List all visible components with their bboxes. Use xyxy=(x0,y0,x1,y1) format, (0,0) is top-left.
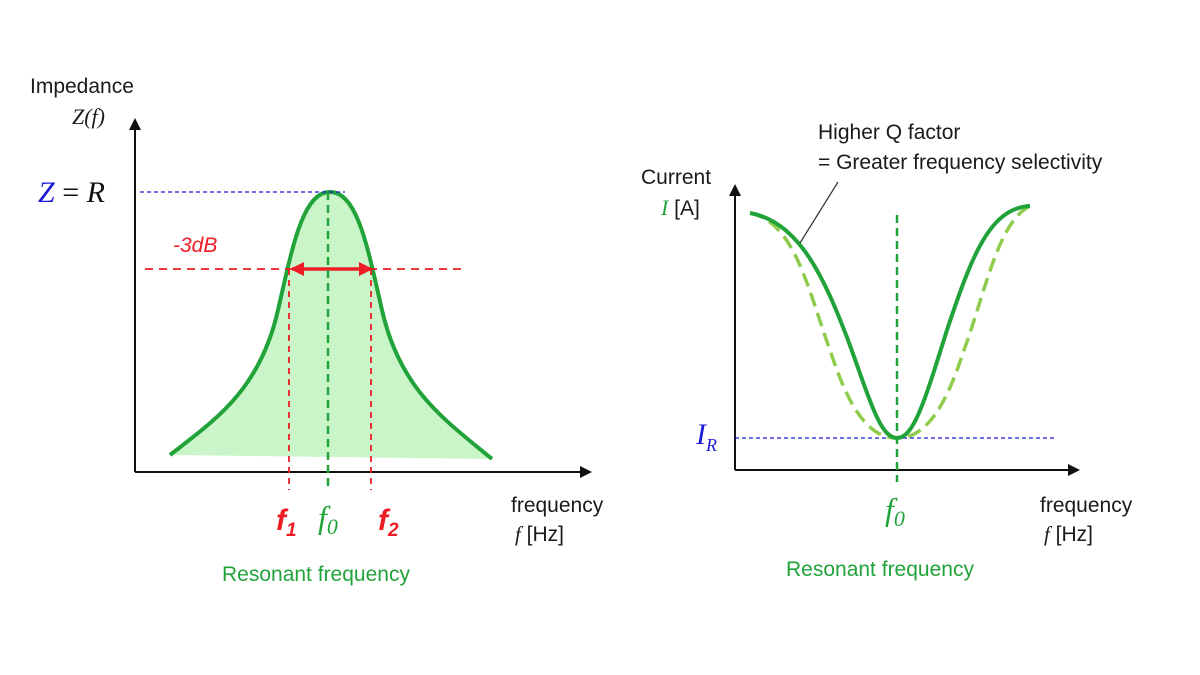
q-annotation-line2: = Greater frequency selectivity xyxy=(818,151,1103,174)
impedance-curve-fill xyxy=(170,192,492,459)
f1-label: f1 xyxy=(276,504,297,541)
impedance-axis-title: Impedance xyxy=(30,75,134,98)
minus-3db-label: -3dB xyxy=(173,234,217,257)
annotation-pointer xyxy=(799,181,839,244)
high-q-current-curve xyxy=(749,204,1031,440)
impedance-caption: Resonant frequency xyxy=(222,563,410,586)
q-annotation-line1: Higher Q factor xyxy=(818,121,960,144)
impedance-axis-symbol: Z(f) xyxy=(72,104,105,129)
current-x-axis-unit: f [Hz] xyxy=(1044,522,1093,546)
impedance-x-axis-title: frequency xyxy=(511,494,604,517)
current-panel: Higher Q factor = Greater frequency sele… xyxy=(641,121,1133,581)
peak-value-label: Z = R xyxy=(38,176,105,209)
current-f0-label: f0 xyxy=(885,491,905,531)
f0-label: f0 xyxy=(318,499,338,539)
low-q-current-curve xyxy=(749,204,1031,441)
current-caption: Resonant frequency xyxy=(786,558,974,581)
f2-label: f2 xyxy=(378,504,399,541)
current-x-axis-title: frequency xyxy=(1040,494,1133,517)
impedance-x-axis-unit: f [Hz] xyxy=(515,522,564,546)
current-axis-title: Current xyxy=(641,166,711,189)
impedance-panel: Impedance Z(f) Z = R -3dB f1 f0 f2 frequ… xyxy=(30,75,604,586)
current-axis-symbol: I [A] xyxy=(660,195,700,220)
min-current-label: IR xyxy=(695,418,717,455)
